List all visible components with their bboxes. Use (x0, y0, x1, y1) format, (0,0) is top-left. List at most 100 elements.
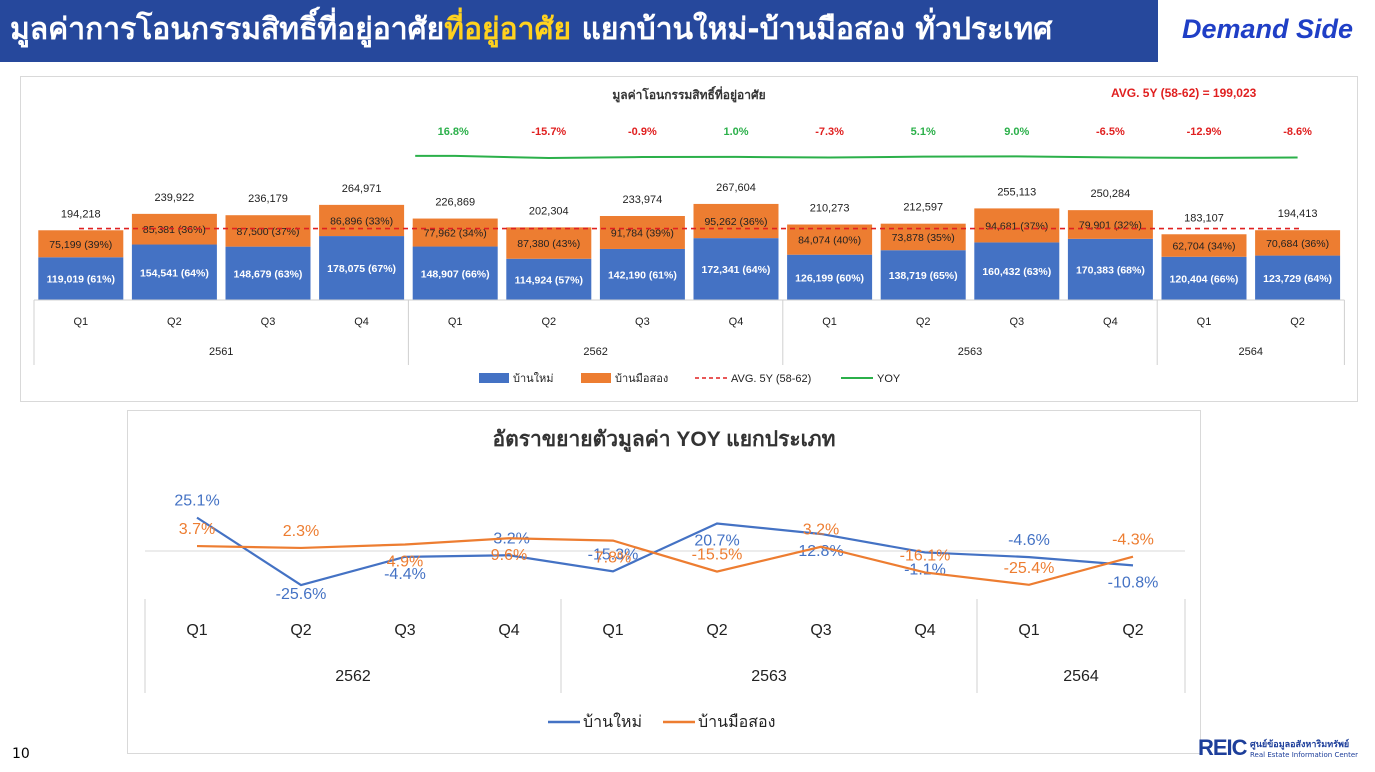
chart-title: มูลค่าโอนกรรมสิทธิ์ที่อยู่อาศัย (612, 86, 765, 103)
bar-total-label: 226,869 (435, 197, 475, 209)
bar-second-label: 84,074 (40%) (798, 235, 861, 247)
bar-new-home (1161, 256, 1247, 300)
bar-second-hand (599, 216, 685, 249)
bar-new-label: 148,907 (66%) (421, 268, 490, 280)
yoy-growth-chart: อัตราขยายตัวมูลค่า YOY แยกประเภท 25.1% -25… (144, 428, 1186, 731)
yoy-label: 9.0% (1004, 126, 1029, 138)
yoy-label: -0.9% (628, 126, 657, 138)
bar-new-home (880, 250, 966, 300)
quarter-tick-label: Q3 (1009, 316, 1024, 328)
bar-total-label: 194,413 (1278, 208, 1318, 220)
legend-label-yoy: YOY (877, 373, 901, 385)
label-second-hand: -16.1% (900, 547, 951, 564)
bar-second-label: 87,500 (37%) (236, 226, 299, 238)
year-tick-label: 2564 (1239, 346, 1263, 358)
quarter-tick-label: Q1 (822, 316, 837, 328)
label-new-home: 25.1% (174, 493, 219, 510)
bar-second-hand (225, 215, 311, 247)
yoy-label: 5.1% (911, 126, 936, 138)
label-second-hand: 3.2% (803, 522, 839, 539)
label-new-home: -4.4% (384, 566, 426, 583)
transfer-value-chart-panel: มูลค่าโอนกรรมสิทธิ์ที่อยู่อาศัย AVG. 5Y (… (20, 76, 1358, 402)
logo-english: Real Estate Information Center (1250, 751, 1359, 759)
bar-new-home (506, 258, 592, 300)
label-second-hand: -15.5% (692, 547, 743, 564)
bar-second-hand (38, 230, 124, 258)
page-title: มูลค่าการโอนกรรมสิทธิ์ที่อยู่อาศัยที่อยู… (10, 8, 1052, 52)
bar-second-hand (693, 203, 779, 239)
quarter-tick-label: Q2 (541, 316, 556, 328)
quarter-tick-label: Q3 (261, 316, 276, 328)
bar-new-label: 170,383 (68%) (1076, 264, 1145, 276)
bar-second-label: 62,704 (34%) (1172, 241, 1235, 253)
yoy-label: -15.7% (531, 126, 566, 138)
yoy-label: 1.0% (723, 126, 748, 138)
quarter-tick-label: Q3 (394, 622, 415, 639)
quarter-tick-label: Q1 (186, 622, 207, 639)
legend-label-avg: AVG. 5Y (58-62) (731, 373, 811, 385)
quarter-tick-label: Q2 (290, 622, 311, 639)
label-new-home: -4.6% (1008, 532, 1050, 549)
label-second-hand: -25.4% (1004, 560, 1055, 577)
quarter-tick-label: Q1 (1197, 316, 1212, 328)
bar-second-label: 95,262 (36%) (704, 216, 767, 228)
year-tick-label: 2563 (958, 346, 982, 358)
bar-second-hand (1161, 234, 1247, 257)
bar-new-home (787, 254, 873, 300)
yoy-growth-chart-panel: อัตราขยายตัวมูลค่า YOY แยกประเภท 25.1% -25… (127, 410, 1201, 754)
title-highlight: ที่อยู่อาศัย (444, 12, 572, 47)
bar-total-label: 233,974 (623, 194, 663, 206)
bar-new-label: 114,924 (57%) (515, 274, 583, 286)
bar-second-label: 73,878 (35%) (892, 232, 955, 244)
bar-second-hand (412, 218, 498, 247)
bar-second-label: 86,896 (33%) (330, 215, 393, 227)
bar-new-label: 142,190 (61%) (608, 269, 677, 281)
line-new-home (196, 516, 1134, 587)
yoy-label: -8.6% (1283, 126, 1312, 138)
title-rest: แยกบ้านใหม่-บ้านมือสอง ทั่วประเทศ (571, 12, 1053, 47)
bar-new-label: 123,729 (64%) (1263, 273, 1332, 285)
quarter-tick-label: Q4 (354, 316, 369, 328)
label-second-hand: 2.3% (283, 523, 319, 540)
bar-new-home (131, 244, 217, 300)
yoy-label: -7.3% (815, 126, 844, 138)
quarter-tick-label: Q1 (448, 316, 463, 328)
bar-new-home (1255, 255, 1341, 300)
reic-logo: REIC ศูนย์ข้อมูลอสังหาริมทรัพย์ Real Est… (1198, 733, 1370, 767)
bar-second-label: 77,962 (34%) (424, 228, 487, 240)
label-new-home: 12.8% (798, 543, 843, 560)
bar-second-label: 87,380 (43%) (517, 238, 580, 250)
yoy-label: 16.8% (438, 126, 469, 138)
bar-total-label: 236,179 (248, 193, 288, 205)
demand-side-label: Demand Side (1182, 14, 1354, 44)
bar-new-label: 178,075 (67%) (327, 263, 396, 275)
header-bar: มูลค่าการโอนกรรมสิทธิ์ที่อยู่อาศัยที่อยู… (0, 0, 1158, 62)
yoy-label: -6.5% (1096, 126, 1125, 138)
legend-swatch-new (479, 373, 509, 383)
bar-new-home (38, 257, 124, 300)
bar-second-label: 94,681 (37%) (985, 220, 1048, 232)
bar-total-label: 267,604 (716, 182, 756, 194)
quarter-tick-label: Q2 (916, 316, 931, 328)
bar-total-label: 264,971 (342, 183, 382, 195)
quarter-tick-label: Q4 (1103, 316, 1118, 328)
bar-new-label: 160,432 (63%) (982, 266, 1051, 278)
bar-second-label: 79,901 (32%) (1079, 219, 1142, 231)
label-new-home: -25.6% (276, 586, 327, 603)
quarter-tick-label: Q3 (635, 316, 650, 328)
quarter-tick-label: Q4 (914, 622, 935, 639)
bar-second-hand (974, 208, 1060, 243)
bar-second-label: 91,784 (39%) (611, 227, 674, 239)
quarter-tick-label: Q1 (1018, 622, 1039, 639)
logo-mark: REIC (1198, 735, 1248, 760)
logo-thai: ศูนย์ข้อมูลอสังหาริมทรัพย์ (1250, 740, 1350, 750)
bar-total-label: 194,218 (61, 208, 101, 220)
bar-new-label: 120,404 (66%) (1170, 273, 1239, 285)
label-second-hand: 4.9% (387, 553, 423, 570)
bar-new-label: 126,199 (60%) (795, 272, 864, 284)
quarter-tick-label: Q2 (706, 622, 727, 639)
bar-total-label: 202,304 (529, 205, 569, 217)
bar-total-label: 255,113 (997, 186, 1036, 198)
legend-label-new: บ้านใหม่ (583, 712, 642, 731)
bar-new-label: 119,019 (61%) (47, 274, 115, 286)
